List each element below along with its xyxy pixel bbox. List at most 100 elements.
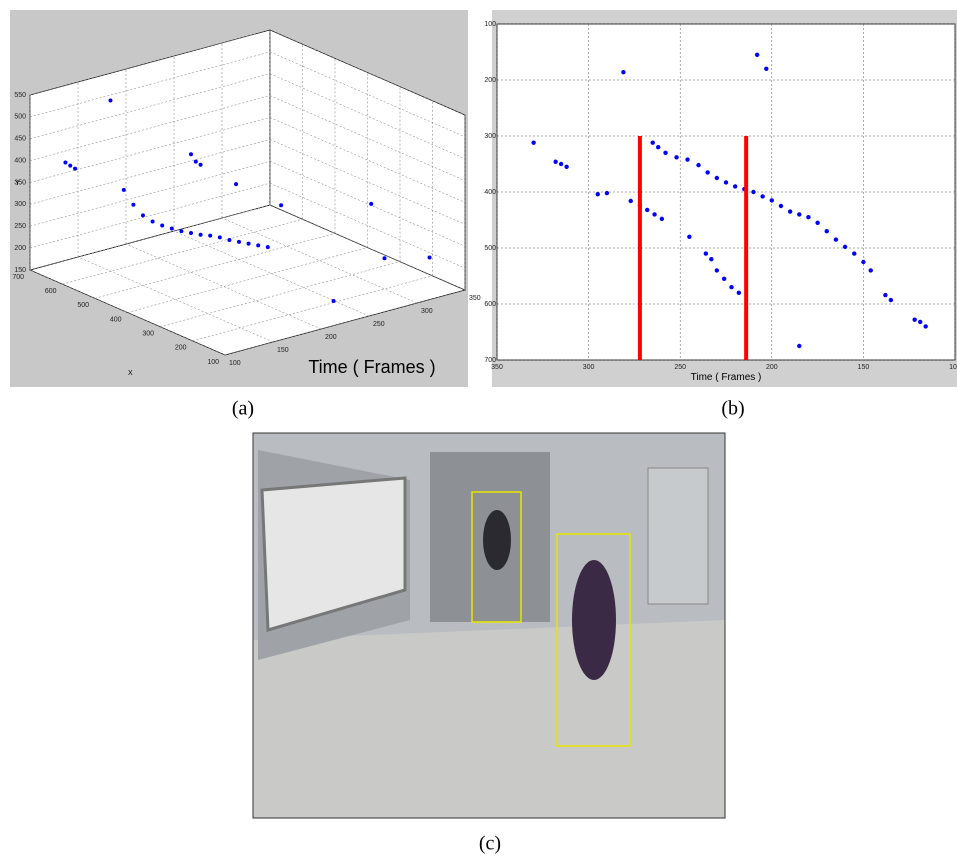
x-tick-label: 200 <box>766 364 778 371</box>
point <box>755 53 759 57</box>
point <box>709 257 713 261</box>
point <box>596 192 600 196</box>
point <box>227 238 231 242</box>
point <box>68 164 72 168</box>
point <box>660 217 664 221</box>
point <box>724 180 728 184</box>
point <box>715 176 719 180</box>
point <box>279 203 283 207</box>
point <box>797 212 801 216</box>
point <box>704 251 708 255</box>
point <box>266 245 270 249</box>
figure: (a) (b) (c) 1001502002503003501002003004… <box>0 0 957 858</box>
point <box>751 190 755 194</box>
point <box>553 160 557 164</box>
y-tick-label: 300 <box>142 331 154 338</box>
x-tick-label: 300 <box>421 308 433 315</box>
point <box>131 203 135 207</box>
y-axis-label: X <box>128 370 133 377</box>
point <box>151 219 155 223</box>
x-axis-label: Time ( Frames ) <box>691 372 762 383</box>
photo <box>253 433 725 818</box>
point <box>256 243 260 247</box>
x-tick-label: 100 <box>229 360 241 367</box>
y-tick-label: 500 <box>77 302 89 309</box>
point <box>141 213 145 217</box>
x-tick-label: 300 <box>583 364 595 371</box>
x-tick-label: 350 <box>491 364 503 371</box>
point <box>383 256 387 260</box>
point <box>825 229 829 233</box>
point <box>883 293 887 297</box>
point <box>605 191 609 195</box>
z-tick-label: 300 <box>14 201 26 208</box>
point <box>237 240 241 244</box>
y-tick-label: 600 <box>484 301 496 308</box>
point <box>912 317 916 321</box>
point <box>889 298 893 302</box>
point <box>199 163 203 167</box>
y-tick-label: 300 <box>484 133 496 140</box>
x-tick-label: 200 <box>325 334 337 341</box>
x-tick-label: 250 <box>373 321 385 328</box>
point <box>73 167 77 171</box>
point <box>760 194 764 198</box>
y-tick-label: 500 <box>484 245 496 252</box>
x-tick-label: 250 <box>674 364 686 371</box>
point <box>715 268 719 272</box>
caption: (b) <box>721 398 744 420</box>
point <box>652 212 656 216</box>
point <box>733 184 737 188</box>
point <box>705 170 709 174</box>
y-tick-label: 600 <box>45 288 57 295</box>
point <box>651 141 655 145</box>
point <box>696 163 700 167</box>
point <box>179 229 183 233</box>
door <box>648 468 708 604</box>
y-tick-label: 100 <box>207 359 219 366</box>
z-tick-label: 150 <box>14 267 26 274</box>
z-tick-label: 200 <box>14 245 26 252</box>
y-tick-label: 200 <box>484 77 496 84</box>
y-tick-label: 400 <box>110 316 122 323</box>
point <box>629 199 633 203</box>
point <box>234 182 238 186</box>
point <box>815 221 819 225</box>
point <box>663 151 667 155</box>
person <box>572 560 616 680</box>
y-tick-label: 100 <box>484 21 496 28</box>
point <box>369 202 373 206</box>
point <box>170 227 174 231</box>
point <box>194 160 198 164</box>
point <box>63 161 67 165</box>
caption: (c) <box>479 833 501 855</box>
point <box>656 145 660 149</box>
point <box>559 162 563 166</box>
point <box>332 299 336 303</box>
point <box>621 70 625 74</box>
point <box>199 233 203 237</box>
point <box>788 209 792 213</box>
point <box>564 165 568 169</box>
point <box>687 235 691 239</box>
y-tick-label: 700 <box>12 274 24 281</box>
point <box>531 141 535 145</box>
point <box>918 320 922 324</box>
point <box>685 157 689 161</box>
point <box>645 208 649 212</box>
point <box>189 152 193 156</box>
point <box>729 285 733 289</box>
x-tick-label: 100 <box>949 364 957 371</box>
point <box>869 268 873 272</box>
point <box>779 204 783 208</box>
point <box>122 188 126 192</box>
point <box>218 235 222 239</box>
x-tick-label: 350 <box>469 295 481 302</box>
point <box>843 245 847 249</box>
point <box>737 291 741 295</box>
x-tick-label: 150 <box>858 364 870 371</box>
point <box>674 155 678 159</box>
y-tick-label: 700 <box>484 357 496 364</box>
point <box>806 215 810 219</box>
point <box>160 223 164 227</box>
